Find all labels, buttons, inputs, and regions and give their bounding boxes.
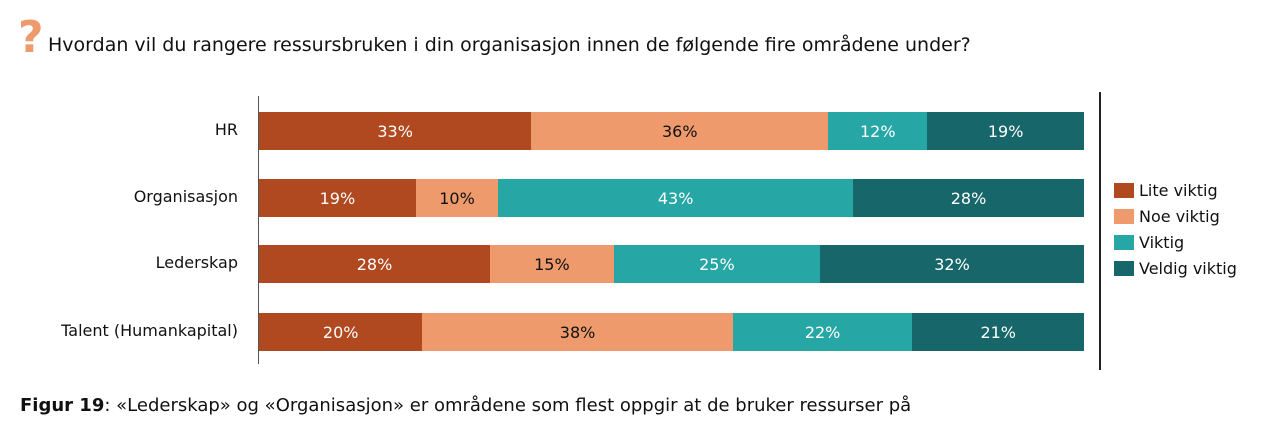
bar-segment: 15% — [490, 245, 614, 283]
bar-segment: 20% — [259, 313, 423, 351]
category-label: Lederskap — [155, 253, 238, 272]
legend-label: Noe viktig — [1139, 207, 1220, 226]
question-icon: ? — [18, 12, 44, 63]
legend-item: Lite viktig — [1114, 181, 1218, 200]
category-label: HR — [214, 120, 238, 139]
figure-caption: Figur 19: «Lederskap» og «Organisasjon» … — [20, 395, 911, 416]
bar-segment: 19% — [259, 179, 416, 217]
caption-label: Figur 19 — [20, 395, 105, 416]
legend-label: Veldig viktig — [1139, 259, 1237, 278]
bar-segment: 12% — [828, 112, 928, 150]
bar-segment: 38% — [422, 313, 733, 351]
legend-swatch — [1114, 235, 1134, 250]
legend-item: Viktig — [1114, 233, 1184, 252]
legend-swatch — [1114, 261, 1134, 276]
category-label: Organisasjon — [133, 187, 238, 206]
legend-item: Veldig viktig — [1114, 259, 1237, 278]
legend-item: Noe viktig — [1114, 207, 1220, 226]
y-axis-line — [258, 96, 259, 364]
legend-separator — [1099, 92, 1101, 370]
bar-segment: 33% — [259, 112, 532, 150]
bar-segment: 21% — [912, 313, 1084, 351]
legend-swatch — [1114, 209, 1134, 224]
bar-segment: 10% — [415, 179, 499, 217]
bar-segment: 28% — [259, 245, 490, 283]
bar-segment: 28% — [853, 179, 1084, 217]
bar-segment: 19% — [927, 112, 1084, 150]
bar-segment: 25% — [613, 245, 820, 283]
bar-segment: 36% — [531, 112, 829, 150]
category-label: Talent (Humankapital) — [61, 321, 238, 340]
chart-title: Hvordan vil du rangere ressursbruken i d… — [48, 34, 971, 56]
bar-segment: 43% — [498, 179, 853, 217]
legend-swatch — [1114, 183, 1134, 198]
bar-segment: 32% — [820, 245, 1084, 283]
legend-label: Viktig — [1139, 233, 1185, 252]
bar-segment: 22% — [732, 313, 913, 351]
caption-text: : «Lederskap» og «Organisasjon» er områd… — [104, 395, 912, 416]
legend-label: Lite viktig — [1139, 181, 1218, 200]
